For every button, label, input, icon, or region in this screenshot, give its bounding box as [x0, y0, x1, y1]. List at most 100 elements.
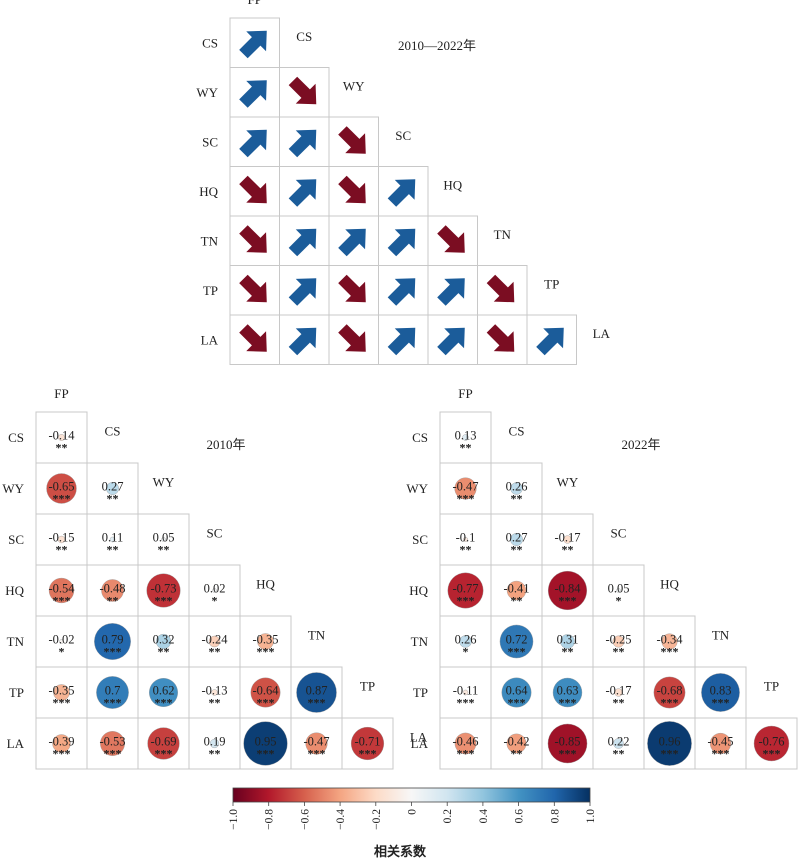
row-label: SC: [202, 134, 218, 149]
correlation-circle: [146, 573, 181, 608]
significance-stars: **: [158, 543, 170, 557]
change-panel: 2010—2022年 FP CS CS WY WY SC SC HQ HQ TN TN TP TP LA LA: [196, 0, 611, 365]
significance-stars: ***: [104, 696, 122, 710]
correlation-value: -0.71: [354, 735, 380, 749]
correlation-circle: [155, 633, 172, 650]
correlation-circle: [243, 721, 288, 766]
significance-stars: **: [460, 441, 472, 455]
significance-stars: **: [56, 441, 68, 455]
diagonal-label: HQ: [660, 577, 679, 592]
significance-stars: **: [562, 543, 574, 557]
row-label: LA: [7, 736, 25, 751]
arrow-up-icon: [387, 327, 416, 356]
correlation-value: -0.35: [48, 684, 74, 698]
arrow-up-icon: [338, 228, 366, 257]
row-label: LA: [201, 332, 219, 347]
correlation-circle: [447, 572, 484, 609]
diagonal-label: LA: [593, 326, 611, 341]
column-label: FP: [54, 386, 68, 401]
correlation-value: 0.22: [608, 735, 630, 749]
correlation-value: -0.17: [605, 684, 631, 698]
correlation-value: -0.39: [48, 735, 74, 749]
correlation-circle: [106, 482, 119, 495]
arrow-up-icon: [239, 80, 267, 108]
correlation-circle: [701, 673, 740, 712]
correlation-value: 0.95: [255, 735, 277, 749]
significance-stars: ***: [359, 747, 377, 761]
correlation-value: 0.27: [102, 480, 124, 494]
correlation-value: 0.64: [506, 684, 529, 698]
diagonal-label: SC: [395, 128, 411, 143]
significance-stars: ***: [53, 696, 71, 710]
row-label: CS: [202, 35, 218, 50]
correlation-value: 0.79: [102, 633, 124, 647]
arrow-down-icon: [338, 324, 366, 352]
arrow-down-icon: [486, 274, 515, 303]
significance-stars: **: [613, 747, 625, 761]
correlation-value: -0.46: [452, 735, 478, 749]
correlation-circle: [57, 535, 66, 544]
row-label: TP: [203, 283, 218, 298]
correlation-value: 0.05: [608, 582, 630, 596]
correlation-value: -0.73: [150, 582, 176, 596]
column-label: FP: [248, 0, 262, 7]
row-label: CS: [8, 430, 24, 445]
correlation-value: -0.53: [99, 735, 125, 749]
row-label: TP: [9, 685, 24, 700]
correlation-value: 0.87: [306, 684, 328, 698]
row-label: WY: [2, 481, 24, 496]
panel-title: 2022年: [621, 437, 660, 452]
arrow-down-icon: [239, 175, 267, 204]
correlation-circle: [46, 473, 77, 504]
significance-stars: ***: [559, 594, 577, 608]
correlation-value: -0.65: [48, 480, 74, 494]
colorbar-tick-label: −0.4: [335, 809, 347, 830]
diagonal-label: WY: [343, 78, 365, 93]
correlation-value: -0.02: [48, 633, 74, 647]
diagonal-label: LA: [410, 730, 428, 745]
arrow-up-icon: [288, 278, 317, 306]
significance-stars: **: [613, 696, 625, 710]
arrow-down-icon: [239, 225, 267, 253]
correlation-circle: [454, 477, 477, 500]
correlation-value: -0.68: [656, 684, 682, 698]
arrow-down-icon: [239, 324, 267, 352]
row-label: TN: [201, 233, 219, 248]
colorbar-tick-label: −0.2: [371, 809, 383, 830]
significance-stars: **: [107, 543, 119, 557]
significance-stars: **: [107, 492, 119, 506]
correlation-circle: [499, 624, 534, 659]
correlation-value: -0.48: [99, 582, 125, 596]
colorbar-tick-label: −1.0: [228, 809, 240, 830]
correlation-circle: [211, 689, 218, 696]
correlation-circle: [563, 535, 572, 544]
matrix-cell: [137, 564, 190, 617]
correlation-circle: [250, 677, 281, 708]
significance-stars: ***: [308, 696, 326, 710]
row-label: WY: [406, 481, 428, 496]
correlation-circle: [462, 434, 469, 441]
correlation-value: 0.27: [506, 531, 528, 545]
correlation-circle: [53, 684, 70, 701]
correlation-value: -0.69: [150, 735, 176, 749]
row-label: TN: [411, 634, 429, 649]
arrow-up-icon: [387, 179, 416, 207]
significance-stars: **: [562, 645, 574, 659]
significance-stars: ***: [661, 645, 679, 659]
diagonal-label: TN: [308, 628, 326, 643]
significance-stars: **: [209, 696, 221, 710]
significance-stars: ***: [661, 696, 679, 710]
panel-title: 2010年: [206, 437, 245, 452]
correlation-circle: [94, 623, 131, 660]
correlation-circle: [350, 726, 385, 761]
correlation-value: -0.84: [554, 582, 581, 596]
significance-stars: ***: [457, 492, 475, 506]
correlation-value: -0.85: [554, 735, 580, 749]
colorbar-gradient: [232, 787, 591, 803]
arrow-up-icon: [288, 179, 317, 207]
significance-stars: ***: [104, 645, 122, 659]
arrow-down-icon: [288, 76, 317, 105]
correlation-circle: [510, 482, 523, 495]
significance-stars: **: [107, 594, 119, 608]
